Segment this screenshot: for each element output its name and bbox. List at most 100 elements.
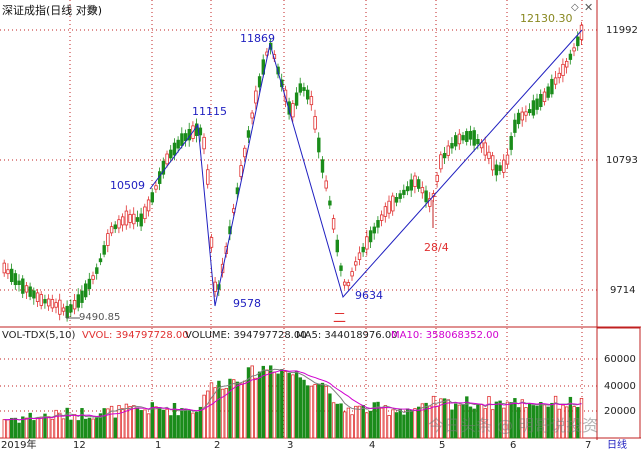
volume-bar <box>91 418 95 439</box>
candle-body <box>169 149 173 159</box>
volume-bar <box>365 412 369 439</box>
candle-body <box>58 299 62 315</box>
volume-bar <box>80 408 84 439</box>
volume-bar <box>243 380 247 439</box>
time-label: 2019年 <box>1 440 37 451</box>
volume-bar <box>124 403 129 439</box>
volume-bar <box>490 409 495 439</box>
time-label: 5 <box>439 440 446 451</box>
volume-bar <box>61 418 66 439</box>
volume-bar <box>453 403 458 439</box>
wave-label: 11869 <box>240 32 275 45</box>
volume-bar <box>17 422 21 439</box>
volume-bar <box>346 407 351 439</box>
volume-bar <box>169 415 173 439</box>
volume-bar <box>531 405 536 439</box>
period-selector[interactable]: 日线 <box>607 440 627 451</box>
candle-body <box>132 213 136 225</box>
volume-bar <box>235 381 240 439</box>
volume-bar <box>317 383 321 439</box>
volume-bar <box>405 408 410 439</box>
candle-body <box>361 246 365 253</box>
price-tick-label: 9714 <box>610 285 636 296</box>
volume-bar <box>250 365 254 439</box>
volume-bar <box>150 402 154 439</box>
candle-body <box>483 142 487 156</box>
candle-body <box>350 271 354 277</box>
volume-bar <box>502 407 506 439</box>
volume-bar <box>58 412 62 439</box>
candle-body <box>13 273 18 286</box>
candle-body <box>61 307 66 312</box>
candle-body <box>509 136 513 150</box>
candle-body <box>172 142 177 156</box>
candle-body <box>154 185 158 190</box>
candle-body <box>468 130 473 140</box>
volume-bar <box>387 414 391 439</box>
volume-ma5-line <box>4 368 582 421</box>
candlestick-series <box>2 21 584 322</box>
candle-body <box>28 286 32 297</box>
diamond-icon[interactable]: ◇ <box>571 2 579 13</box>
candle-body <box>394 197 399 203</box>
volume-bar <box>524 407 528 439</box>
candle-body <box>450 143 454 149</box>
volume-bar <box>257 371 262 439</box>
volume-bar <box>553 395 558 439</box>
volume-bar <box>172 402 177 439</box>
plus-circle-icon[interactable]: ⊕ <box>88 2 99 16</box>
volume-bar <box>194 411 199 439</box>
close-icon[interactable]: ✕ <box>584 1 594 14</box>
candle-body <box>576 36 580 47</box>
volume-bar <box>361 404 365 439</box>
candle-body <box>17 280 21 286</box>
volume-bar <box>50 418 55 439</box>
volume-bar <box>568 396 573 439</box>
candle-body <box>246 130 251 138</box>
volume-bar <box>157 407 162 439</box>
time-label: 6 <box>510 440 517 451</box>
volume-bar <box>209 382 214 439</box>
time-label: 12 <box>73 440 86 451</box>
volume-bar <box>198 406 203 439</box>
candle-body <box>513 119 517 133</box>
candle-body <box>579 24 584 40</box>
volume-bar <box>102 408 106 439</box>
candle-body <box>439 154 443 170</box>
volume-bar <box>494 401 499 439</box>
volume-bar <box>280 369 284 439</box>
candle-body <box>176 139 180 149</box>
candle-body <box>113 224 117 230</box>
watermark: 今日头条 @ 明哥说投资 <box>428 416 599 435</box>
candle-body <box>505 154 510 165</box>
volume-indicator-name[interactable]: VOL-TDX(5,10) <box>2 330 76 341</box>
volume-bar <box>231 379 236 439</box>
candle-body <box>317 137 321 153</box>
candle-body <box>309 96 314 106</box>
candle-body <box>328 200 332 206</box>
candle-body <box>124 210 129 226</box>
volume-bars <box>2 365 584 439</box>
candle-body <box>472 130 476 146</box>
candle-body <box>442 152 447 159</box>
candle-body <box>150 192 154 203</box>
candle-body <box>121 216 125 226</box>
candle-body <box>398 193 402 199</box>
volume-bar <box>416 406 421 439</box>
candle-body <box>387 200 391 214</box>
candle-body <box>557 72 561 79</box>
volume-bar <box>305 385 310 439</box>
candle-body <box>198 127 203 136</box>
candle-body <box>461 135 465 141</box>
volume-bar <box>572 406 576 439</box>
candle-body <box>76 294 80 308</box>
candle-body <box>80 290 84 303</box>
candle-body <box>117 219 121 229</box>
candle-body <box>490 155 495 171</box>
candle-body <box>542 91 547 102</box>
volume-bar <box>220 388 225 439</box>
volume-bar <box>28 412 32 439</box>
candle-body <box>516 112 521 125</box>
volume-bar <box>487 396 491 439</box>
